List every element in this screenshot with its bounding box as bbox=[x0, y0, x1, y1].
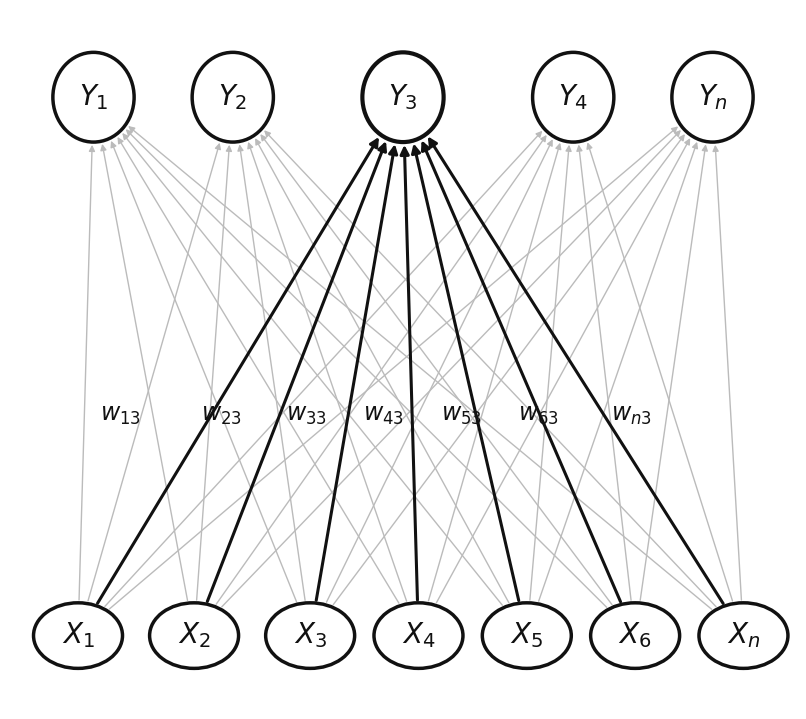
Ellipse shape bbox=[363, 52, 443, 142]
Text: $X_n$: $X_n$ bbox=[727, 620, 760, 651]
Text: $w_{53}$: $w_{53}$ bbox=[441, 403, 481, 426]
Text: $w_{33}$: $w_{33}$ bbox=[286, 403, 326, 426]
Text: $w_{13}$: $w_{13}$ bbox=[100, 403, 141, 426]
Text: $Y_4$: $Y_4$ bbox=[558, 82, 588, 112]
Text: $Y_2$: $Y_2$ bbox=[218, 82, 247, 112]
Ellipse shape bbox=[53, 52, 134, 142]
Text: $w_{23}$: $w_{23}$ bbox=[201, 403, 242, 426]
Text: $w_{43}$: $w_{43}$ bbox=[364, 403, 404, 426]
Text: $w_{n3}$: $w_{n3}$ bbox=[611, 403, 652, 426]
Ellipse shape bbox=[266, 603, 355, 669]
Ellipse shape bbox=[192, 52, 273, 142]
Ellipse shape bbox=[150, 603, 239, 669]
Text: $Y_1$: $Y_1$ bbox=[79, 82, 108, 112]
Text: $X_2$: $X_2$ bbox=[178, 620, 210, 651]
Ellipse shape bbox=[591, 603, 679, 669]
Ellipse shape bbox=[374, 603, 463, 669]
Text: $w_{63}$: $w_{63}$ bbox=[518, 403, 559, 426]
Ellipse shape bbox=[699, 603, 788, 669]
Text: $Y_n$: $Y_n$ bbox=[697, 82, 728, 112]
Text: $X_6$: $X_6$ bbox=[618, 620, 652, 651]
Text: $X_1$: $X_1$ bbox=[61, 620, 94, 651]
Ellipse shape bbox=[533, 52, 614, 142]
Text: $X_3$: $X_3$ bbox=[293, 620, 326, 651]
Text: $X_4$: $X_4$ bbox=[401, 620, 435, 651]
Text: $X_5$: $X_5$ bbox=[510, 620, 543, 651]
Ellipse shape bbox=[34, 603, 123, 669]
Ellipse shape bbox=[672, 52, 753, 142]
Text: $Y_3$: $Y_3$ bbox=[388, 82, 418, 112]
Ellipse shape bbox=[482, 603, 571, 669]
